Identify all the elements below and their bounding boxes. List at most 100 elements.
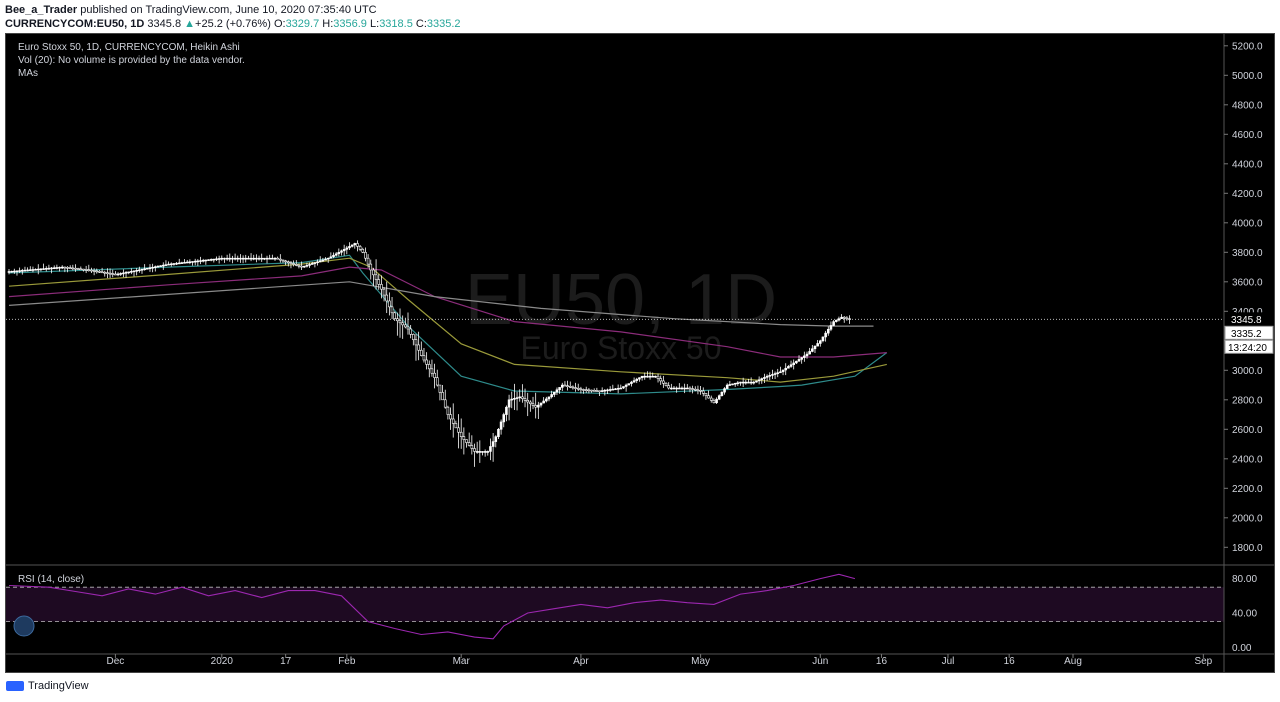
- candle-body: [247, 257, 250, 260]
- change-arrow-icon: ▲: [184, 18, 196, 30]
- price-tick-label: 2800.0: [1232, 395, 1263, 406]
- candle-body: [225, 257, 229, 260]
- candle-body: [824, 332, 827, 338]
- candle-body: [71, 267, 75, 270]
- candle-body: [231, 257, 234, 260]
- candle-body: [52, 267, 56, 270]
- candle-body: [555, 389, 559, 393]
- candle-body: [183, 262, 186, 264]
- candle-body: [60, 266, 64, 269]
- candle-body: [146, 267, 149, 270]
- candle-body: [717, 395, 721, 400]
- candle-body: [731, 383, 734, 386]
- candle-body: [66, 267, 69, 269]
- candle-body: [481, 451, 484, 453]
- candle-body: [723, 388, 726, 393]
- watermark-name: Euro Stoxx 50: [521, 330, 722, 366]
- candle-body: [720, 391, 724, 396]
- candle-body: [696, 389, 700, 392]
- candle-body: [813, 345, 817, 350]
- footer-brand[interactable]: TradingView: [28, 680, 89, 692]
- candle-body: [7, 271, 11, 273]
- candle-body: [534, 405, 537, 408]
- candle-body: [201, 259, 205, 262]
- low-label: L:: [370, 18, 380, 30]
- price-tick-label: 4800.0: [1232, 100, 1263, 111]
- price-tick-label: 3600.0: [1232, 277, 1263, 288]
- candle-body: [419, 349, 423, 356]
- candle-body: [364, 252, 367, 259]
- candle-body: [127, 271, 130, 274]
- candle-body: [678, 387, 681, 390]
- candle-body: [834, 319, 838, 322]
- candle-body: [321, 259, 325, 262]
- candle-body: [531, 403, 535, 406]
- candle-body: [103, 271, 107, 274]
- rsi-tick-label: 80.00: [1232, 574, 1257, 585]
- candle-body: [632, 380, 636, 383]
- candle-body: [398, 320, 402, 324]
- candle-body: [276, 257, 279, 260]
- candle-body: [571, 386, 575, 389]
- candle-body: [829, 325, 833, 330]
- candle-body: [161, 264, 165, 267]
- candle-body: [177, 262, 181, 265]
- candle-body: [164, 264, 168, 266]
- candle-body: [326, 257, 330, 260]
- candle-body: [654, 375, 657, 378]
- price-tick-label: 1800.0: [1232, 543, 1263, 554]
- candle-body: [249, 257, 253, 260]
- candle-body: [579, 388, 583, 391]
- price-tick-label: 2200.0: [1232, 484, 1263, 495]
- candle-body: [68, 267, 72, 269]
- candle-body: [563, 384, 567, 387]
- candle-body: [768, 375, 772, 377]
- price-tick-label: 5200.0: [1232, 41, 1263, 52]
- candle-body: [302, 265, 306, 268]
- candle-body: [409, 328, 412, 335]
- candle-body: [241, 257, 245, 260]
- candle-body: [111, 273, 115, 275]
- candle-body: [292, 263, 295, 265]
- candle-body: [374, 274, 378, 280]
- candle-body: [207, 259, 210, 261]
- candle-body: [797, 359, 801, 362]
- author-name[interactable]: Bee_a_Trader: [5, 4, 78, 16]
- candle-body: [592, 390, 596, 392]
- rsi-tick-label: 0.00: [1232, 643, 1252, 654]
- candle-body: [709, 397, 713, 401]
- price-chart[interactable]: EU50, 1D Euro Stoxx 50 5200.0 5000.0 4800.…: [6, 34, 1274, 672]
- candle-body: [550, 394, 553, 398]
- candle-body: [443, 399, 447, 408]
- candle-body: [598, 390, 601, 393]
- candle-body: [459, 431, 463, 437]
- candle-body: [656, 375, 660, 379]
- candle-body: [47, 267, 51, 270]
- candle-body: [670, 387, 673, 390]
- close-price-tag-bg: [1224, 325, 1274, 340]
- candle-body: [366, 257, 370, 265]
- candle-body: [316, 261, 319, 264]
- chart-frame[interactable]: EU50, 1D Euro Stoxx 50 5200.0 5000.0 4800.…: [5, 33, 1275, 673]
- candle-body: [603, 389, 607, 392]
- candle-body: [36, 268, 40, 271]
- candle-body: [313, 262, 317, 264]
- time-tick-label: Dec: [107, 656, 125, 667]
- candle-body: [396, 318, 399, 322]
- candle-body: [457, 427, 460, 433]
- candle-body: [646, 375, 649, 378]
- candle-body: [454, 423, 458, 429]
- candle-body: [39, 268, 43, 271]
- candle-body: [643, 375, 647, 378]
- candle-body: [489, 446, 492, 452]
- time-tick-label: Jun: [812, 656, 828, 667]
- candle-body: [215, 258, 218, 261]
- candle-body: [587, 389, 591, 392]
- time-tick-label: Feb: [338, 656, 356, 667]
- candle-body: [441, 392, 444, 401]
- candle-body: [539, 402, 543, 406]
- candle-body: [648, 375, 652, 378]
- candle-body: [300, 265, 303, 268]
- candle-body: [683, 387, 686, 390]
- candle-body: [156, 265, 160, 268]
